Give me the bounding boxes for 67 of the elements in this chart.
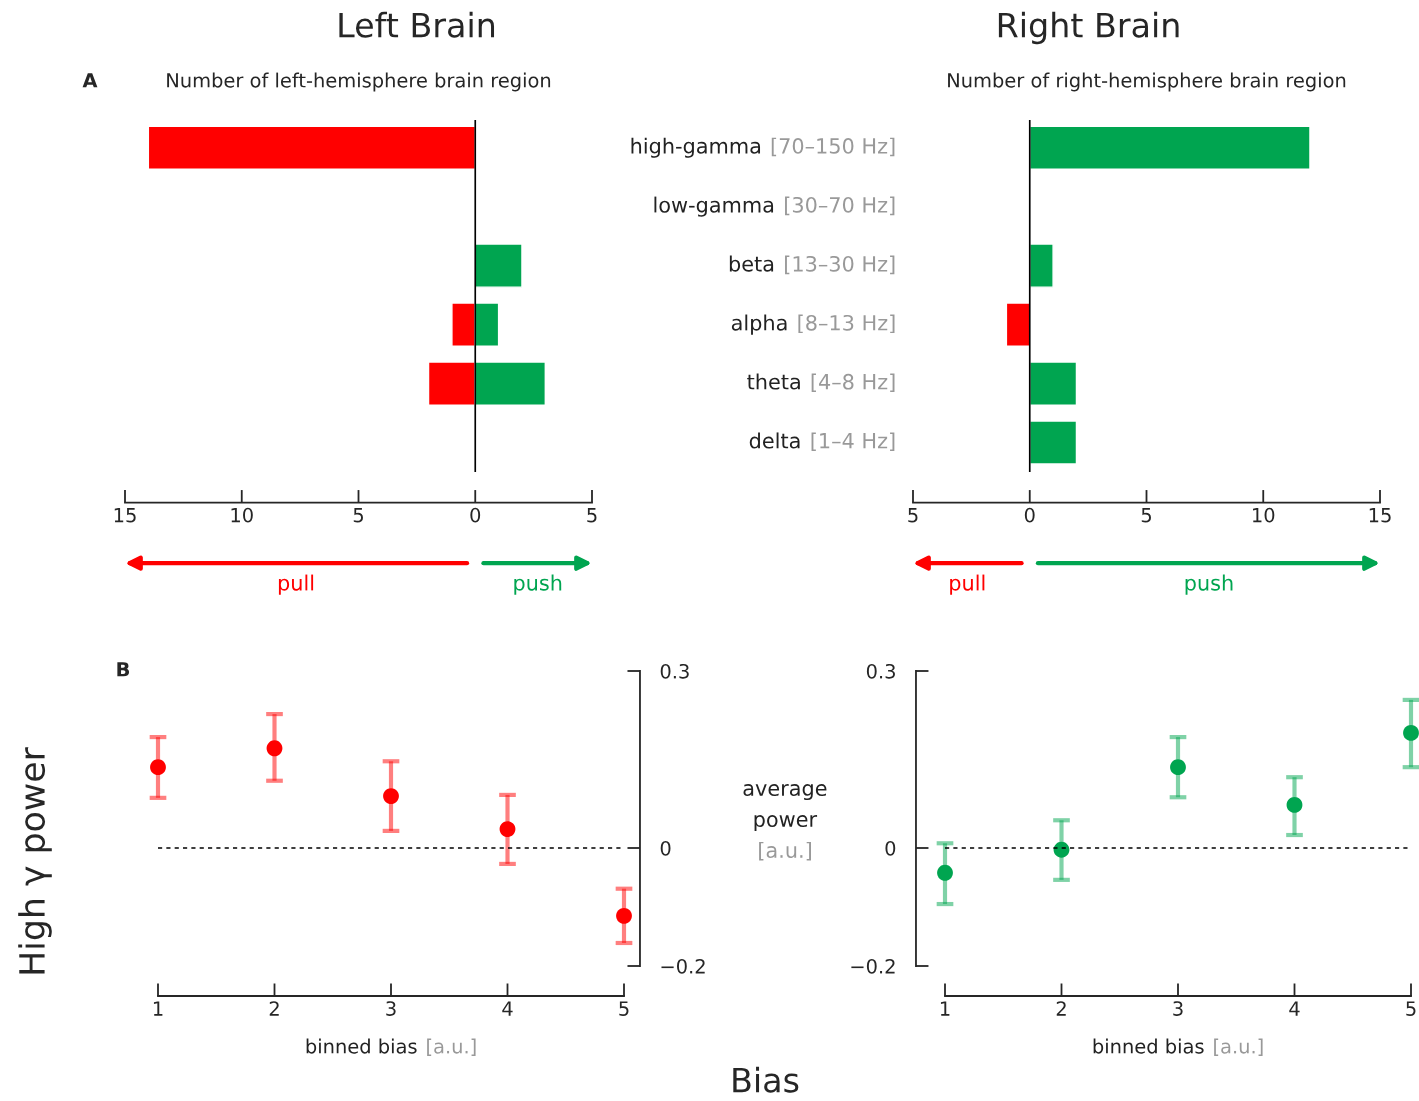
bar [1029, 243, 1054, 288]
text: pull [278, 574, 314, 595]
chart-title: Right Brain [998, 11, 1179, 45]
chart-subtitle: Number of right-hemisphere brain region [948, 72, 1346, 92]
chart-title: Left Brain [339, 11, 495, 38]
x-tick-label: 5 [908, 508, 918, 523]
bar [474, 302, 500, 347]
x-tick-label: 1 [940, 1001, 950, 1016]
y-tick-label: low-gamma [30–70 Hz] [654, 196, 895, 217]
x-tick-label: 15 [114, 508, 136, 523]
x-tick-label: 10 [1253, 507, 1275, 523]
bar [1029, 420, 1078, 465]
bar [1029, 361, 1078, 406]
y-tick-label: theta [4–8 Hz] [747, 373, 895, 393]
x-axis-title: binned bias [a.u.] [306, 1038, 476, 1056]
y-tick-label: −0.2 [661, 958, 705, 974]
y-tick-label: alpha [8–13 Hz] [731, 314, 895, 335]
point [1403, 725, 1419, 741]
y-tick-label: −0.2 [851, 958, 895, 974]
x-tick-label: 4 [1289, 1001, 1300, 1016]
x-tick-label: 5 [619, 1001, 629, 1016]
x-tick-label: 3 [386, 1001, 396, 1016]
x-tick-label: 0 [1024, 507, 1035, 523]
x-tick-label: 2 [269, 1001, 279, 1016]
x-tick-label: 3 [1173, 1001, 1183, 1016]
point [383, 788, 399, 804]
point [1286, 797, 1303, 813]
bar [474, 243, 523, 288]
x-axis-title: binned bias [a.u.] [1093, 1038, 1263, 1056]
y-tick-label: 0.3 [866, 663, 895, 679]
legend-label: pull [950, 574, 985, 595]
chart-subtitle: Number of left-hemisphere brain region [167, 72, 551, 92]
x-tick-label: 4 [502, 1001, 513, 1016]
y-axis-title: average power [a.u.] [743, 784, 827, 861]
x-tick-label: 5 [1406, 1001, 1416, 1016]
point [499, 821, 516, 838]
point [1170, 759, 1186, 776]
text: push [1185, 574, 1233, 595]
x-tick-label: 5 [1141, 508, 1151, 523]
point [616, 907, 632, 924]
x-tick-label: 0 [470, 507, 481, 523]
x-tick-label: 5 [587, 508, 597, 523]
point [937, 864, 953, 881]
text: A [82, 73, 98, 88]
y-tick-label: delta [1–4 Hz] [749, 432, 895, 452]
text: B [117, 662, 130, 677]
text: High γ power [18, 747, 52, 974]
y-tick-label: beta [13–30 Hz] [729, 255, 895, 275]
y-tick-label: 0.3 [660, 663, 689, 679]
text: Bias [733, 1066, 799, 1093]
bar [474, 361, 546, 406]
x-tick-label: 10 [231, 507, 253, 523]
bar [427, 361, 476, 406]
point [266, 740, 283, 757]
point [150, 759, 166, 776]
legend-label: push [514, 574, 562, 595]
y-tick-label: 0 [660, 840, 671, 856]
bar [147, 125, 476, 170]
bar [1029, 125, 1311, 170]
x-tick-label: 15 [1369, 508, 1391, 523]
x-tick-label: 1 [153, 1001, 163, 1016]
bar [451, 302, 476, 347]
y-tick-label: high-gamma [70–150 Hz] [631, 137, 895, 158]
bar [1005, 302, 1031, 347]
y-tick-label: 0 [885, 840, 896, 856]
x-tick-label: 5 [353, 508, 363, 523]
x-tick-label: 2 [1056, 1001, 1066, 1016]
